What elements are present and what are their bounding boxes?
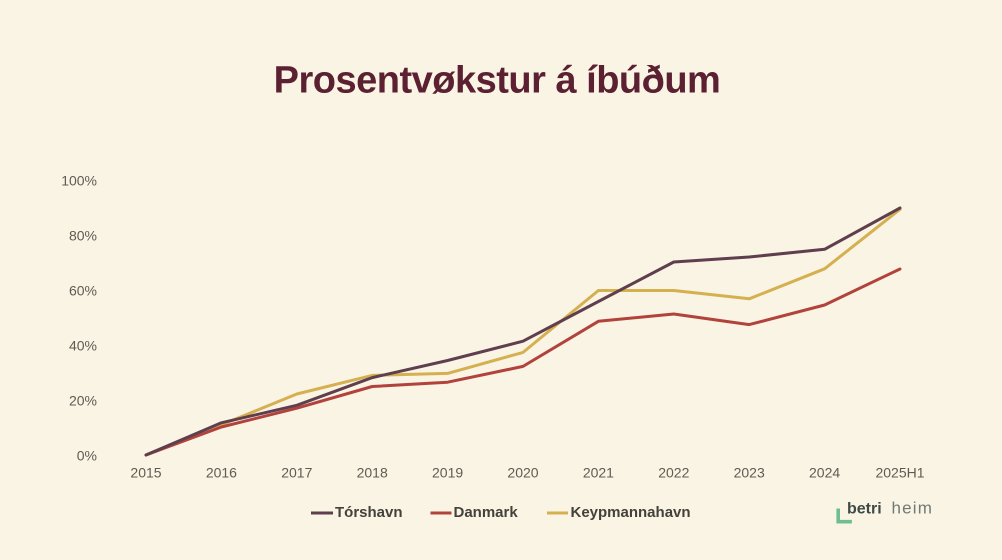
svg-text:2025H1: 2025H1 xyxy=(875,465,924,481)
svg-text:20%: 20% xyxy=(69,392,97,408)
svg-text:0%: 0% xyxy=(77,447,97,463)
svg-text:Danmark: Danmark xyxy=(454,504,519,521)
svg-text:100%: 100% xyxy=(61,173,97,189)
svg-text:2023: 2023 xyxy=(734,465,765,481)
svg-text:2015: 2015 xyxy=(130,465,161,481)
svg-text:2018: 2018 xyxy=(357,465,388,481)
svg-text:Prosentvøkstur á íbúðum: Prosentvøkstur á íbúðum xyxy=(274,60,721,102)
svg-text:60%: 60% xyxy=(69,282,97,298)
svg-text:2016: 2016 xyxy=(206,465,237,481)
svg-text:Tórshavn: Tórshavn xyxy=(335,504,403,521)
svg-text:2019: 2019 xyxy=(432,465,463,481)
svg-text:2024: 2024 xyxy=(809,465,840,481)
svg-text:40%: 40% xyxy=(69,337,97,353)
svg-text:heim: heim xyxy=(892,499,934,518)
svg-text:2020: 2020 xyxy=(507,465,538,481)
svg-text:2021: 2021 xyxy=(583,465,614,481)
svg-text:betri: betri xyxy=(847,501,882,518)
svg-text:Keypmannahavn: Keypmannahavn xyxy=(571,504,691,521)
svg-text:80%: 80% xyxy=(69,228,97,244)
svg-text:2022: 2022 xyxy=(658,465,689,481)
svg-text:2017: 2017 xyxy=(281,465,312,481)
